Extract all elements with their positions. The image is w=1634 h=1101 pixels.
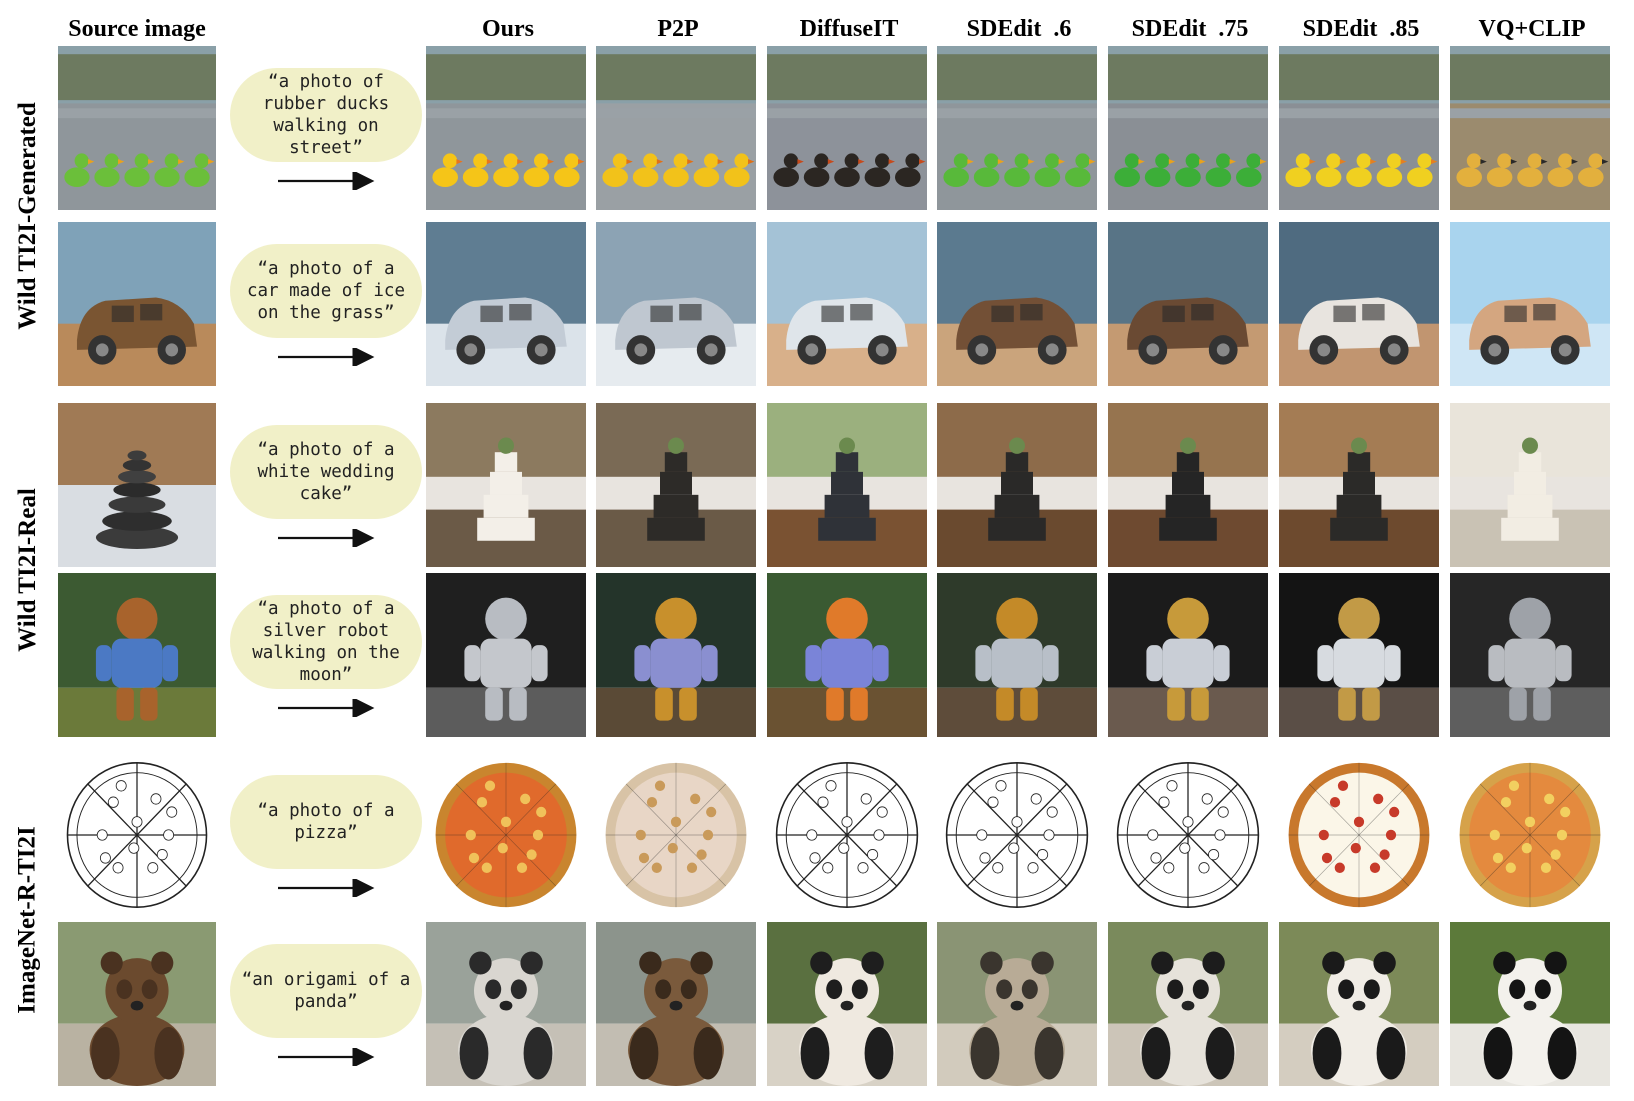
column-header-method: DiffuseIT <box>799 16 899 42</box>
result-image <box>937 922 1097 1086</box>
result-image <box>767 753 927 917</box>
source-image <box>58 753 216 917</box>
result-image <box>937 222 1097 386</box>
arrow-icon <box>276 527 376 549</box>
prompt-bubble: “a photo of a car made of ice on the gra… <box>230 244 422 338</box>
result-image <box>1108 753 1268 917</box>
result-image <box>1279 403 1439 567</box>
result-image <box>596 573 756 737</box>
arrow-icon <box>276 877 376 899</box>
prompt-bubble: “an origami of a panda” <box>230 944 422 1038</box>
source-image <box>58 46 216 210</box>
source-image <box>58 403 216 567</box>
column-header-method: Ours <box>481 16 534 42</box>
source-image <box>58 573 216 737</box>
arrow-icon <box>276 170 376 192</box>
result-image <box>1108 573 1268 737</box>
result-image <box>1450 573 1610 737</box>
result-image <box>937 573 1097 737</box>
result-image <box>767 222 927 386</box>
result-image <box>426 922 586 1086</box>
result-image <box>1279 46 1439 210</box>
result-image <box>596 403 756 567</box>
result-image <box>937 403 1097 567</box>
column-header-method: VQ+CLIP <box>1478 16 1586 42</box>
result-image <box>596 222 756 386</box>
result-image <box>767 573 927 737</box>
result-image <box>1279 222 1439 386</box>
arrow-icon <box>276 346 376 368</box>
result-image <box>426 753 586 917</box>
prompt-bubble: “a photo of a pizza” <box>230 775 422 869</box>
result-image <box>767 46 927 210</box>
arrow-icon <box>276 1046 376 1068</box>
result-image <box>1108 922 1268 1086</box>
prompt-bubble: “a photo of a silver robot walking on th… <box>230 595 422 689</box>
result-image <box>1108 222 1268 386</box>
result-image <box>937 46 1097 210</box>
result-image <box>426 573 586 737</box>
result-image <box>1108 46 1268 210</box>
result-image <box>596 46 756 210</box>
group-label: Wild TI2I-Real <box>14 488 42 652</box>
result-image <box>1450 922 1610 1086</box>
arrow-icon <box>276 697 376 719</box>
column-header-method: SDEdit .75 <box>1131 16 1249 42</box>
result-image <box>426 222 586 386</box>
column-header-method: P2P <box>657 16 699 42</box>
column-header-method: SDEdit .85 <box>1302 16 1420 42</box>
result-image <box>1450 753 1610 917</box>
result-image <box>1450 403 1610 567</box>
result-image <box>767 403 927 567</box>
result-image <box>426 46 586 210</box>
result-image <box>1279 922 1439 1086</box>
group-label: Wild TI2I-Generated <box>14 102 42 330</box>
prompt-bubble: “a photo of a white wedding cake” <box>230 425 422 519</box>
result-image <box>1450 46 1610 210</box>
result-image <box>426 403 586 567</box>
source-image <box>58 222 216 386</box>
prompt-bubble: “a photo of rubber ducks walking on stre… <box>230 68 422 162</box>
result-image <box>1450 222 1610 386</box>
result-image <box>937 753 1097 917</box>
result-image <box>596 753 756 917</box>
result-image <box>1279 573 1439 737</box>
column-header-method: SDEdit .6 <box>966 16 1072 42</box>
column-header-source: Source image <box>68 16 206 42</box>
group-label: ImageNet-R-TI2I <box>14 825 41 1014</box>
result-image <box>596 922 756 1086</box>
result-image <box>767 922 927 1086</box>
source-image <box>58 922 216 1086</box>
result-image <box>1108 403 1268 567</box>
result-image <box>1279 753 1439 917</box>
